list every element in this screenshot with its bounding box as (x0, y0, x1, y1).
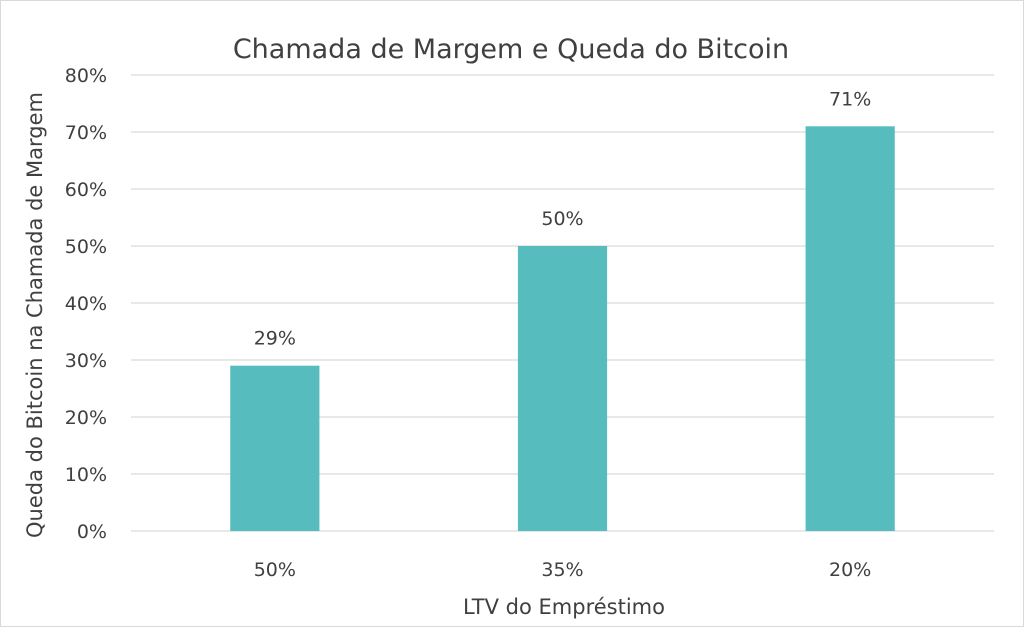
y-axis-title: Queda do Bitcoin na Chamada de Margem (23, 92, 47, 538)
bars (230, 126, 895, 532)
y-tick-label: 70% (65, 122, 107, 144)
chart-title: Chamada de Margem e Queda do Bitcoin (233, 34, 789, 65)
y-tick-label: 80% (65, 65, 107, 87)
y-tick-label: 30% (65, 350, 107, 372)
bar-value-label: 50% (541, 208, 583, 230)
x-axis-title: LTV do Empréstimo (463, 595, 665, 619)
bar (517, 246, 608, 531)
x-tick-label: 20% (829, 559, 871, 581)
y-axis-ticks: 0% 10% 20% 30% 40% 50% 60% 70% 80% (65, 65, 107, 543)
y-tick-label: 10% (65, 464, 107, 486)
y-tick-label: 20% (65, 407, 107, 429)
bar (805, 126, 895, 532)
y-tick-label: 60% (65, 179, 107, 201)
data-labels: 29% 50% 71% (254, 88, 872, 349)
y-tick-label: 0% (77, 521, 107, 543)
y-tick-label: 40% (65, 293, 107, 315)
y-tick-label: 50% (65, 236, 107, 258)
bar-value-label: 29% (254, 328, 296, 350)
x-tick-label: 50% (254, 559, 296, 581)
bar (230, 365, 320, 531)
x-tick-label: 35% (541, 559, 583, 581)
bar-value-label: 71% (829, 88, 871, 110)
x-axis-ticks: 50% 35% 20% (254, 559, 872, 581)
